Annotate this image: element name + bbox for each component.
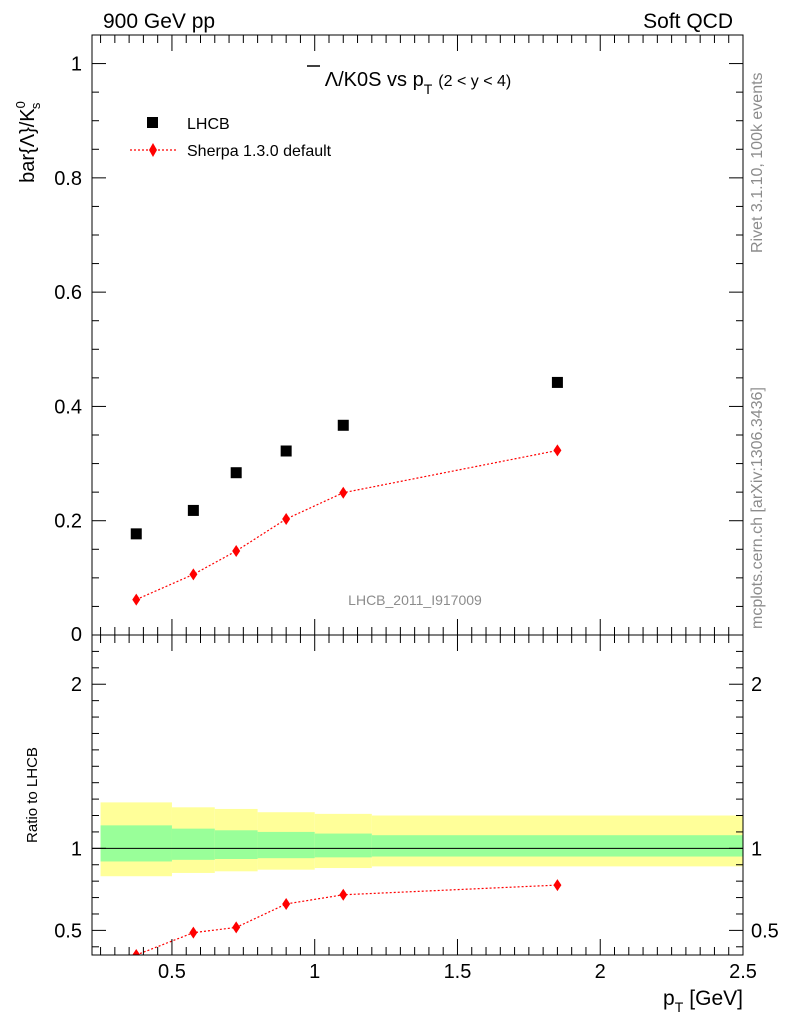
sherpa-point: [189, 568, 198, 581]
ratio-frame: [91, 634, 744, 956]
xlabel: pT [GeV]: [663, 987, 743, 1015]
lhcb-point: [551, 376, 563, 388]
sherpa-point: [339, 486, 348, 499]
ratio-ytick-label: 1: [71, 838, 82, 860]
ratio-inner-band: [314, 833, 372, 858]
ratio-sherpa-point: [189, 926, 198, 939]
lhcb-point: [280, 445, 292, 457]
ratio-sherpa-point: [553, 879, 562, 892]
ratio-sherpa-point: [282, 897, 291, 910]
ylabel-sup: 0: [13, 101, 28, 108]
ratio-ytick-label: 0.5: [54, 920, 82, 942]
main-ylabel: bar{Λ}/K0s: [13, 101, 43, 183]
sherpa-point: [232, 545, 241, 557]
legend-lhcb-label: LHCB: [187, 116, 230, 133]
main-ytick-label: 1: [71, 54, 82, 76]
ratio-inner-band: [257, 831, 315, 859]
sherpa-line: [136, 449, 558, 601]
lhcb-point: [130, 528, 142, 540]
main-ytick-label: 0.8: [54, 168, 82, 190]
title-rest: /K0S vs p: [338, 69, 424, 91]
sherpa-point: [282, 513, 291, 525]
rivet-label: Rivet 3.1.10, 100k events: [749, 72, 766, 253]
xtick-label: 1.5: [444, 961, 472, 983]
ratio-ytick-label-right: 1: [751, 838, 762, 860]
legend-lhcb-marker: [147, 117, 158, 128]
ratio-ylabel: Ratio to LHCB: [24, 747, 41, 843]
ratio-sherpa-point: [232, 921, 241, 934]
ratio-inner-band: [214, 830, 258, 859]
xlabel-sub: T: [675, 999, 684, 1015]
title-lambda: Λ: [325, 69, 339, 91]
ratio-inner-band: [371, 835, 743, 857]
ratio-ytick-label: 2: [71, 674, 82, 696]
ratio-ytick-label-right: 0.5: [751, 920, 779, 942]
ylabel-main: bar{Λ}/K: [17, 108, 39, 183]
ratio-sherpa-point: [339, 888, 348, 901]
main-ytick-label: 0.6: [54, 282, 82, 304]
xtick-label: 2.5: [729, 961, 757, 983]
ratio-ytick-label-right: 2: [751, 674, 762, 696]
legend-sherpa-label: Sherpa 1.3.0 default: [187, 143, 332, 160]
lhcb-point: [230, 467, 242, 479]
source-label: mcplots.cern.ch [arXiv:1306.3436]: [749, 387, 766, 629]
analysis-watermark: LHCB_2011_I917009: [348, 592, 482, 608]
main-ytick-label: 0: [71, 624, 82, 646]
header-right: Soft QCD: [643, 10, 733, 33]
lhcb-point: [187, 504, 199, 516]
main-ytick-label: 0.4: [54, 396, 82, 418]
xlabel-unit: [GeV]: [689, 987, 743, 1010]
plot-title: Λ/K0S vs pT (2 < y < 4): [325, 69, 511, 97]
ylabel-sub: s: [28, 102, 43, 109]
ratio-sherpa-point: [132, 949, 141, 955]
lhcb-point: [337, 419, 349, 431]
xtick-label: 1: [309, 961, 320, 983]
xlabel-main: p: [663, 987, 675, 1010]
ratio-sherpa-line: [136, 884, 558, 955]
title-sub: T: [424, 81, 433, 97]
ratio-inner-band: [171, 828, 215, 860]
main-plot-area: [130, 376, 563, 606]
ratio-inner-band: [100, 825, 172, 862]
header-left: 900 GeV pp: [103, 10, 215, 33]
axes: 0 0.2 0.4 0.6 0.8 1 0.5 1 1.5 2 2.5 0.5 0.5 1 1 2 2: [54, 35, 779, 983]
xtick-label: 2: [595, 961, 606, 983]
main-ytick-label: 0.2: [54, 511, 82, 533]
ratio-plot-area: [92, 802, 743, 955]
title-range: (2 < y < 4): [438, 73, 511, 90]
sherpa-point: [553, 444, 562, 457]
legend-sherpa-marker: [149, 143, 157, 157]
legend: LHCB Sherpa 1.3.0 default: [130, 116, 332, 160]
sherpa-point: [132, 593, 141, 606]
xtick-label: 0.5: [158, 961, 186, 983]
